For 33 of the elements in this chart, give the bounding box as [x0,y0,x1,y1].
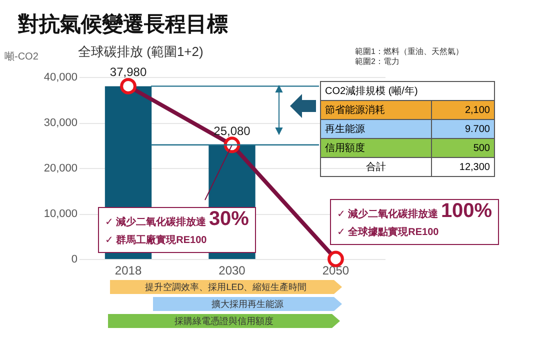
annotation: 信用額度 [320,138,432,158]
y-tick-label: 10,000 [44,208,78,220]
annotation: 節省能源消耗 [320,100,432,120]
chart-subtitle: 全球碳排放 (範圍1+2) [78,43,204,61]
annotation: ✓ 減少二氧化碳排放達 [337,209,438,220]
text: 9.700 [431,120,494,138]
text: 擴大採用再生能源 [153,297,342,311]
data-label: 37,980 [110,65,147,80]
annotation: 再生能源 [320,120,432,138]
annotation: ✓ 群馬工廠實現RE100 [105,233,208,248]
data-label: 25,080 [214,124,251,138]
x-tick-label: 2050 [322,264,350,278]
text: 12,300 [431,158,494,176]
y-tick-label: 30,000 [44,117,78,129]
text: 提升空調效率、採用LED、縮短生產時間 [110,280,342,294]
text: 500 [431,138,494,158]
text: 範圍2：電力 [355,56,400,67]
text: 100% [440,200,492,222]
y-axis-title: 噸-CO2 [4,50,39,62]
annotation: 30% [208,208,249,230]
text: 2,100 [431,100,494,120]
chart-title: 對抗氣候變遷長程目標 [18,12,228,38]
annotation: ✓ 減少二氧化碳排放達 [105,217,206,228]
y-tick-label: 20,000 [44,162,78,174]
y-tick-label: 0 [71,254,78,266]
annotation: CO2減排規模 (噸/年) [320,82,494,100]
y-tick-label: 40,000 [44,72,78,84]
text: 範圍1：燃料（重油、天然氣） [355,46,464,57]
text: 採購綠電憑證與信用額度 [108,314,340,328]
annotation: 合計 [320,158,432,176]
x-tick-label: 2018 [114,264,142,278]
annotation: ✓ 全球據點實現RE100 [337,226,440,240]
x-tick-label: 2030 [218,264,246,278]
